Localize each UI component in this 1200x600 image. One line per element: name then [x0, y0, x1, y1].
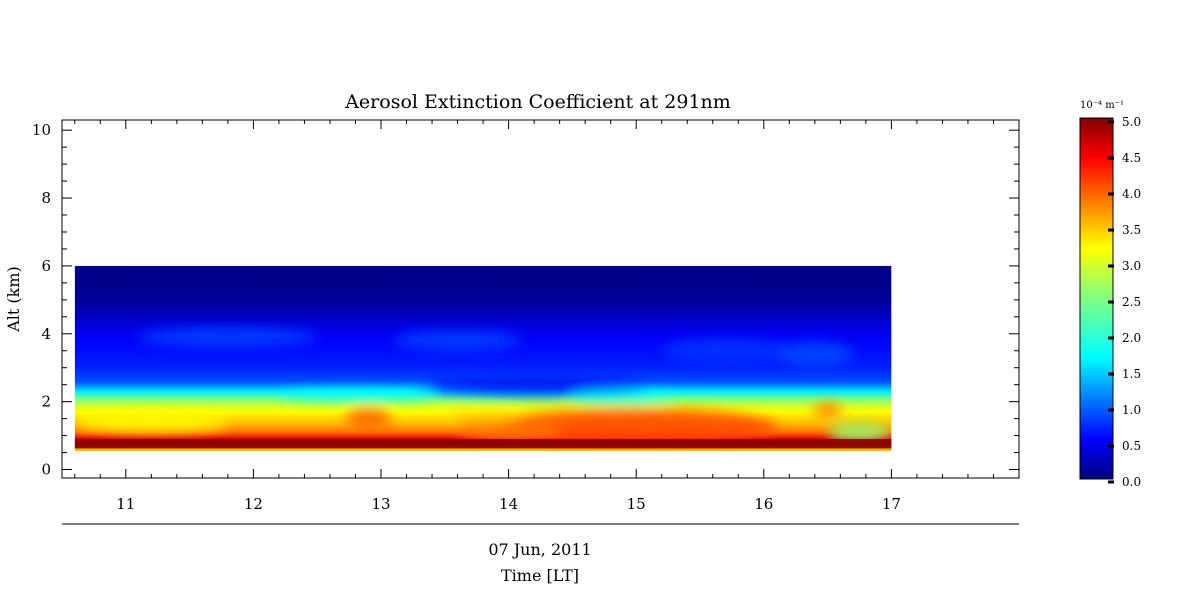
y-tick-label: 6 [41, 257, 51, 275]
x-axis-label: Time [LT] [501, 566, 579, 585]
y-tick-label: 8 [41, 189, 51, 207]
colorbar-tick-label: 5.0 [1122, 115, 1141, 129]
colorbar-ticks: 0.0 0.5 1.0 1.5 2.0 2.5 3.0 3.5 4.0 4.5 5.0 [1108, 115, 1141, 489]
x-tick-label: 13 [371, 495, 390, 513]
x-tick-label: 12 [244, 495, 263, 513]
y-tick-label: 10 [32, 121, 51, 139]
plot-frame [61, 119, 1020, 479]
x-tick-label: 14 [499, 495, 518, 513]
axis-ticks: 11 12 13 14 15 16 17 0 2 4 6 8 10 [32, 120, 1019, 513]
colorbar-tick-label: 2.0 [1122, 331, 1141, 345]
heatmap-area [74, 265, 892, 451]
colorbar-tick-label: 4.5 [1122, 151, 1141, 165]
colorbar-tick-label: 2.5 [1122, 295, 1141, 309]
colorbar [1079, 117, 1114, 480]
colorbar-unit: 10⁻⁴ m⁻¹ [1080, 100, 1124, 111]
y-tick-label: 2 [41, 393, 51, 411]
colorbar-tick-label: 1.0 [1122, 403, 1141, 417]
colorbar-tick-label: 0.0 [1122, 475, 1141, 489]
colorbar-tick-label: 0.5 [1122, 439, 1141, 453]
x-tick-label: 16 [754, 495, 773, 513]
colorbar-tick-label: 4.0 [1122, 187, 1141, 201]
date-label: 07 Jun, 2011 [488, 540, 591, 559]
colorbar-tick-label: 3.0 [1122, 259, 1141, 273]
colorbar-tick-label: 3.5 [1122, 223, 1141, 237]
y-axis-label: Alt (km) [4, 266, 23, 333]
y-tick-label: 0 [41, 461, 51, 479]
y-tick-label: 4 [41, 325, 51, 343]
chart-title: Aerosol Extinction Coefficient at 291nm [344, 91, 731, 113]
x-tick-label: 15 [627, 495, 646, 513]
x-tick-label: 11 [116, 495, 135, 513]
x-tick-label: 17 [882, 495, 901, 513]
colorbar-tick-label: 1.5 [1122, 367, 1141, 381]
